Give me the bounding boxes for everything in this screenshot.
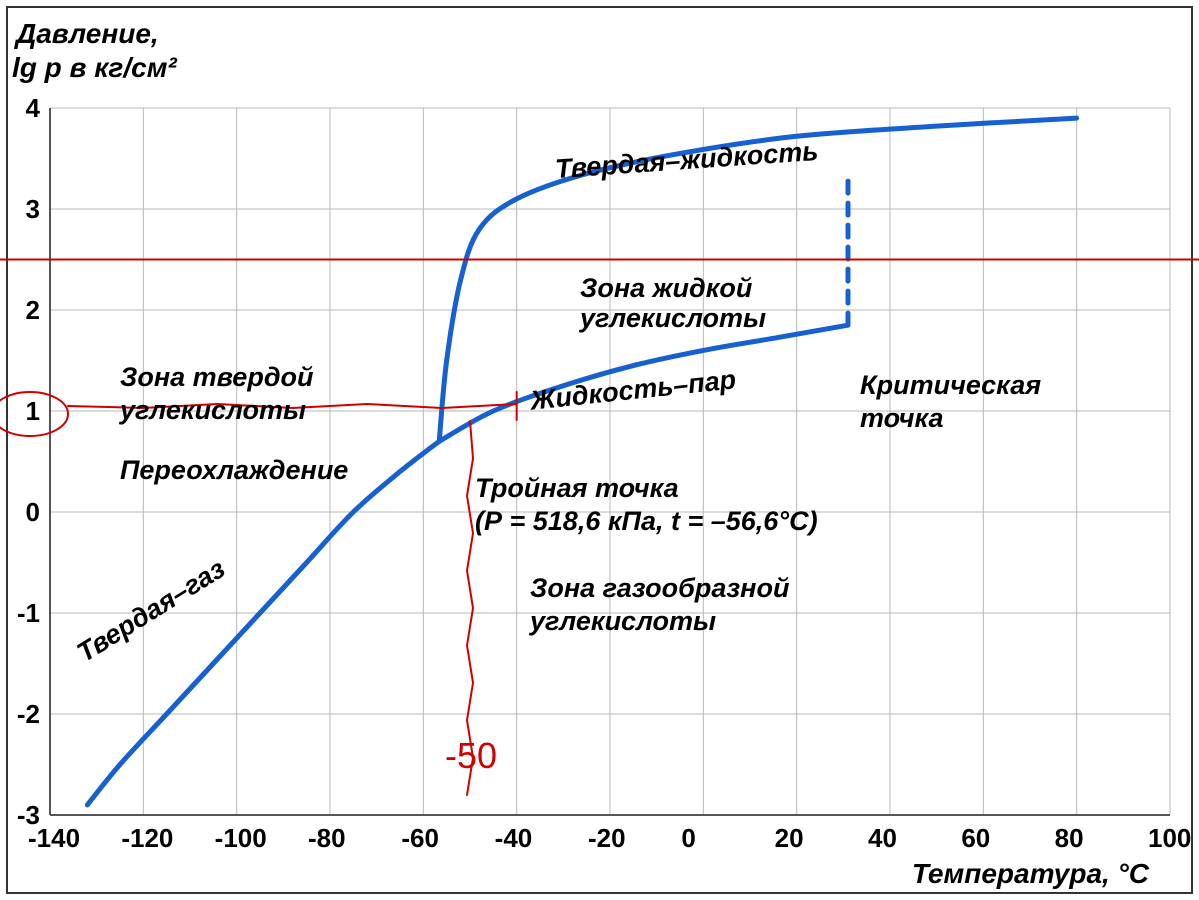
y-tick-label: 0: [26, 497, 40, 528]
label-liquid-zone-1: Зона жидкой: [580, 273, 752, 304]
y-tick-label: 4: [26, 93, 40, 124]
label-liquid-zone-2: углекислоты: [580, 303, 766, 334]
x-tick-label: 100: [1148, 823, 1191, 854]
label-solid-zone-1: Зона твердой: [120, 362, 314, 393]
x-tick-label: 20: [775, 823, 804, 854]
x-tick-label: -120: [121, 823, 173, 854]
x-tick-label: 0: [681, 823, 695, 854]
label-solid-zone-2: углекислоты: [120, 395, 306, 426]
label-gas-zone-1: Зона газообразной: [530, 573, 789, 604]
x-tick-label: -100: [215, 823, 267, 854]
x-tick-label: 60: [961, 823, 990, 854]
x-tick-label: 80: [1055, 823, 1084, 854]
label-triple-2: (Р = 518,6 кПа, t = –56,6°С): [475, 506, 818, 537]
x-tick-label: -20: [588, 823, 626, 854]
annotation-minus-50: -50: [445, 735, 497, 777]
x-axis-label: Температура, °С: [912, 858, 1149, 890]
y-tick-label: 2: [26, 295, 40, 326]
x-tick-label: 40: [868, 823, 897, 854]
y-tick-label: -3: [17, 800, 40, 831]
x-tick-label: -40: [495, 823, 533, 854]
y-axis-label-line1: Давление,: [16, 18, 159, 50]
y-tick-label: 1: [26, 396, 40, 427]
y-tick-label: -2: [17, 699, 40, 730]
y-tick-label: -1: [17, 598, 40, 629]
label-triple-1: Тройная точка: [475, 473, 679, 504]
y-tick-label: 3: [26, 194, 40, 225]
x-tick-label: -60: [401, 823, 439, 854]
y-axis-label-line2: lg p в кг/см²: [12, 52, 177, 84]
x-tick-label: -80: [308, 823, 346, 854]
label-critical-1: Критическая: [860, 370, 1041, 401]
label-critical-2: точка: [860, 403, 944, 434]
label-gas-zone-2: углекислоты: [530, 606, 716, 637]
phase-diagram-svg: [0, 0, 1199, 900]
label-supercool: Переохлаждение: [120, 455, 348, 486]
